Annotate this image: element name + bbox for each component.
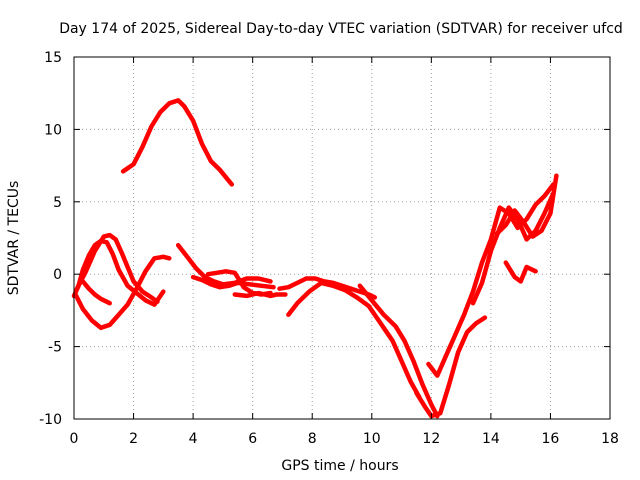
chart-title: Day 174 of 2025, Sidereal Day-to-day VTE…: [59, 21, 623, 37]
series-arc-17-markers: [505, 262, 536, 283]
y-tick-label: 10: [44, 122, 62, 138]
y-axis-label: SDTVAR / TECUs: [6, 181, 22, 296]
x-tick-label: 4: [189, 431, 198, 447]
series-arc-1: [120, 98, 235, 187]
x-tick-label: 0: [70, 431, 79, 447]
series-arc-15-markers: [472, 192, 555, 304]
series-arc-9: [232, 290, 288, 299]
series-arc-4-markers: [76, 234, 158, 303]
series-arc-17: [503, 260, 538, 284]
series-arc-12-markers: [359, 285, 439, 417]
series-arc-11: [286, 280, 422, 400]
x-tick-label: 18: [601, 431, 619, 447]
series-arc-14-markers: [427, 183, 555, 378]
x-tick-label: 6: [248, 431, 257, 447]
x-tick-label: 2: [129, 431, 138, 447]
data-series: [71, 98, 559, 419]
x-tick-label: 14: [482, 431, 500, 447]
x-tick-label: 10: [363, 431, 381, 447]
series-arc-13-markers: [415, 316, 486, 418]
series-arc-8-markers: [207, 270, 271, 296]
x-tick-label: 12: [422, 431, 440, 447]
y-tick-label: 15: [44, 50, 62, 66]
series-arc-7-markers: [192, 276, 274, 289]
series-arc-2: [71, 238, 166, 307]
series-arc-16-markers: [496, 175, 558, 238]
series-arc-6-markers: [177, 244, 271, 286]
x-tick-label: 8: [308, 431, 317, 447]
series-arc-11-markers: [287, 282, 421, 398]
axis-ticks: 0 2 4 6 8 10 12 14 16 18 -10 -5 0 5 10 15: [39, 50, 619, 447]
series-arc-5: [80, 279, 112, 306]
series-arc-13: [414, 315, 488, 419]
series-arc-1-markers: [122, 99, 233, 185]
x-tick-label: 16: [542, 431, 560, 447]
y-tick-label: -10: [39, 412, 62, 428]
series-arc-5-markers: [82, 280, 111, 304]
y-tick-label: 0: [53, 267, 62, 283]
plot-frame: [73, 56, 611, 420]
series-arc-3-markers: [74, 255, 170, 329]
y-tick-label: 5: [53, 195, 62, 211]
series-arc-10: [277, 276, 378, 300]
y-tick-label: -5: [48, 340, 62, 356]
x-axis-label: GPS time / hours: [281, 458, 398, 474]
